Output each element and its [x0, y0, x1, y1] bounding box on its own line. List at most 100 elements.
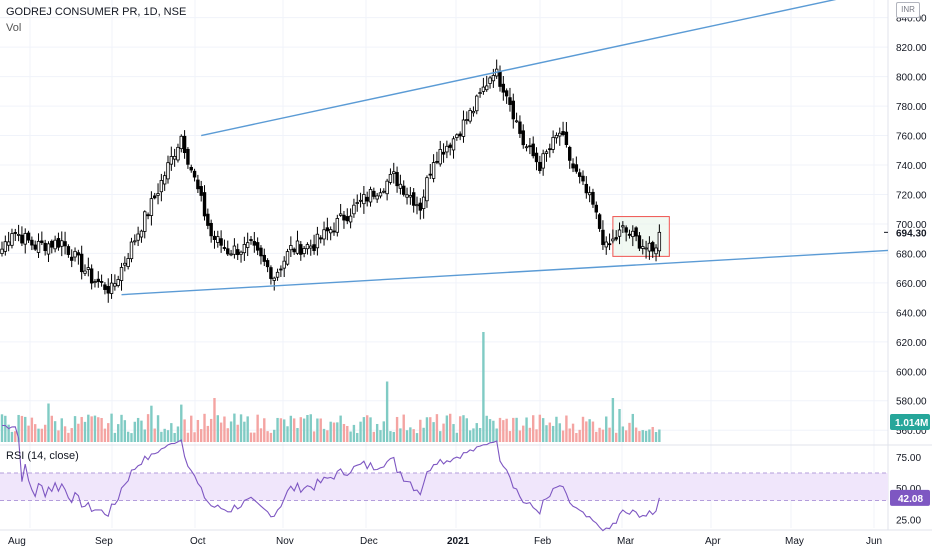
- trendline: [121, 249, 889, 296]
- candle-body: [86, 267, 91, 270]
- volume-bar: [243, 421, 246, 442]
- volume-bar: [405, 430, 409, 442]
- volume-bar: [299, 417, 302, 442]
- candle-body: [362, 194, 366, 205]
- candle-body: [594, 204, 598, 213]
- candle-body: [302, 248, 306, 254]
- volume-bar: [349, 431, 352, 442]
- volume-bar: [462, 415, 465, 442]
- candle-body: [219, 238, 223, 246]
- candle-body: [139, 230, 144, 238]
- candle-body: [514, 120, 519, 123]
- price-tick-label: 780.00: [896, 102, 927, 113]
- volume-bar: [392, 431, 395, 442]
- volume-bar: [488, 419, 492, 442]
- volume-bar: [190, 415, 193, 442]
- price-tick-label: 620.00: [896, 338, 927, 349]
- candle-body: [245, 242, 250, 248]
- volume-bar: [302, 418, 306, 442]
- volume-bar: [216, 415, 219, 442]
- volume-bar: [555, 416, 558, 442]
- volume-bar: [326, 430, 329, 442]
- candle-body: [332, 230, 336, 233]
- volume-bar: [24, 416, 27, 442]
- candle-body: [358, 199, 363, 202]
- candle-body: [99, 281, 104, 283]
- volume-bar: [445, 415, 449, 442]
- volume-bar: [538, 414, 542, 442]
- candle-body: [262, 254, 266, 262]
- candle-body: [133, 240, 137, 243]
- volume-bar: [269, 432, 273, 442]
- currency-badge[interactable]: INR: [896, 2, 920, 18]
- volume-bar: [535, 429, 538, 442]
- volume-bar: [30, 417, 34, 442]
- volume-bar: [133, 421, 136, 442]
- candle-body: [577, 172, 582, 177]
- candle-body: [153, 195, 157, 199]
- volume-bar: [140, 420, 143, 442]
- candle-body: [312, 244, 316, 252]
- volume-bar: [103, 428, 107, 442]
- candle-body: [206, 213, 210, 226]
- candle-body: [538, 161, 542, 172]
- volume-bar: [97, 417, 100, 442]
- volume-bar: [209, 418, 213, 442]
- rsi-tick-label: 50.00: [896, 484, 921, 495]
- candle-body: [631, 230, 635, 238]
- candle-body: [123, 262, 127, 266]
- candle-body: [568, 146, 572, 161]
- time-axis-label: May: [785, 536, 804, 547]
- candle-body: [548, 148, 552, 151]
- volume-bar: [143, 429, 146, 442]
- candle-body: [6, 241, 11, 246]
- volume-bar: [206, 425, 210, 442]
- volume-bar: [429, 417, 432, 442]
- candle-body: [475, 95, 479, 112]
- volume-bar: [415, 433, 419, 442]
- volume-bar: [591, 421, 595, 442]
- volume-bar: [107, 423, 110, 442]
- volume-bar: [283, 419, 286, 442]
- price-tick-label: 660.00: [896, 279, 927, 290]
- volume-bar: [196, 419, 200, 442]
- candle-body: [342, 214, 346, 221]
- volume-bar: [146, 414, 150, 442]
- time-axis-label: Jun: [866, 536, 882, 547]
- candle-body: [222, 247, 227, 249]
- volume-bar: [458, 416, 462, 442]
- volume-bar: [379, 430, 382, 442]
- volume-bar: [200, 429, 203, 442]
- volume-bar: [37, 428, 40, 442]
- time-axis-label: Oct: [190, 536, 206, 547]
- volume-bar: [342, 423, 346, 442]
- price-tick-label: 820.00: [896, 43, 927, 54]
- volume-bar: [598, 427, 601, 442]
- volume-bar: [634, 427, 638, 442]
- candle-body: [508, 97, 512, 105]
- candle-body: [176, 146, 180, 161]
- candle-body: [385, 180, 389, 195]
- candle-body: [305, 244, 310, 250]
- candle-body: [156, 193, 160, 196]
- candle-body: [524, 146, 529, 149]
- candle-body: [368, 189, 373, 203]
- candle-body: [279, 268, 283, 271]
- candle-body: [521, 130, 525, 146]
- candle-body: [322, 229, 326, 240]
- volume-bar: [4, 415, 7, 442]
- volume-bar: [551, 425, 555, 442]
- volume-bar: [27, 425, 30, 442]
- candle-body: [189, 166, 193, 171]
- volume-bar: [522, 425, 525, 442]
- volume-bar: [518, 430, 522, 442]
- candle-body: [405, 194, 409, 198]
- volume-bar: [608, 427, 611, 442]
- volume-bar: [425, 417, 429, 442]
- candle-body: [488, 77, 492, 84]
- candle-body: [534, 152, 539, 163]
- candle-body: [531, 143, 535, 157]
- volume-bar: [163, 428, 166, 442]
